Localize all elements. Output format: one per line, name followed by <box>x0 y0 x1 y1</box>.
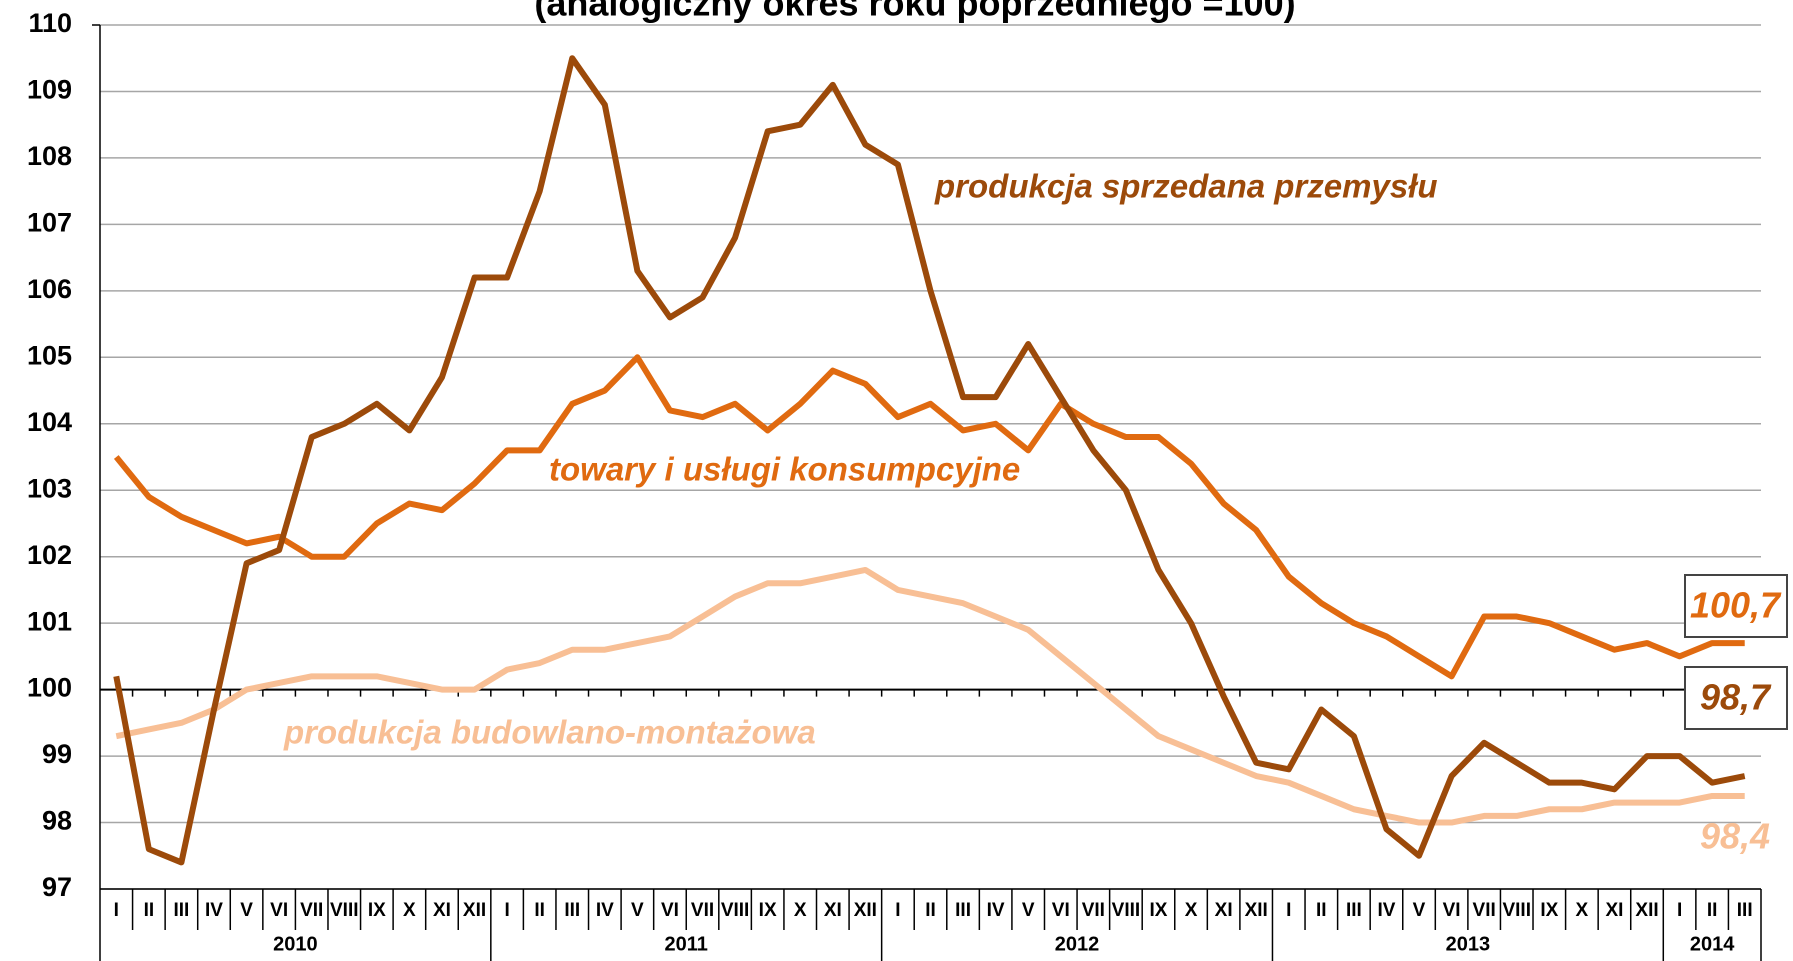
x-tick-label: XI <box>1605 900 1623 921</box>
x-tick-label: XII <box>1245 900 1268 921</box>
x-tick-label: VI <box>270 900 288 921</box>
end-label: 100,7 <box>1690 585 1782 626</box>
y-tick-label: 107 <box>27 208 72 238</box>
y-tick-label: 101 <box>27 606 72 636</box>
x-tick-label: XI <box>1215 900 1233 921</box>
y-tick-label: 97 <box>42 872 72 902</box>
x-tick-label: III <box>564 900 580 921</box>
series-label: produkcja sprzedana przemysłu <box>934 168 1438 205</box>
y-tick-label: 98 <box>42 806 72 836</box>
x-tick-label: IV <box>1377 900 1395 921</box>
x-tick-label: IV <box>596 900 614 921</box>
x-tick-label: VII <box>1473 900 1496 921</box>
x-tick-label: X <box>1185 900 1198 921</box>
y-tick-label: 103 <box>27 473 72 503</box>
x-tick-label: IV <box>205 900 223 921</box>
x-tick-label: VI <box>1443 900 1461 921</box>
x-tick-label: V <box>1413 900 1426 921</box>
x-tick-label: X <box>794 900 807 921</box>
y-tick-label: 104 <box>27 407 72 437</box>
x-tick-label: III <box>955 900 971 921</box>
x-tick-label: VII <box>691 900 714 921</box>
x-tick-label: II <box>144 900 155 921</box>
x-tick-label: V <box>240 900 253 921</box>
x-tick-label: VIII <box>330 900 359 921</box>
x-tick-label: VII <box>300 900 323 921</box>
x-tick-label: VIII <box>1502 900 1531 921</box>
y-tick-label: 100 <box>27 673 72 703</box>
series-line <box>113 55 1746 866</box>
x-tick-label: VII <box>1082 900 1105 921</box>
x-tick-label: II <box>534 900 545 921</box>
year-label: 2014 <box>1690 933 1735 955</box>
x-tick-label: VI <box>661 900 679 921</box>
x-tick-label: X <box>1576 900 1589 921</box>
x-tick-label: III <box>1346 900 1362 921</box>
x-tick-label: I <box>1677 900 1682 921</box>
year-label: 2011 <box>665 933 708 955</box>
x-tick-label: IX <box>759 900 777 921</box>
x-tick-label: V <box>1022 900 1035 921</box>
end-label: 98,7 <box>1700 677 1772 718</box>
x-tick-label: IV <box>987 900 1005 921</box>
y-tick-label: 105 <box>27 340 72 370</box>
x-tick-label: XI <box>433 900 451 921</box>
y-tick-label: 106 <box>27 274 72 304</box>
y-tick-label: 108 <box>27 141 72 171</box>
x-tick-label: I <box>504 900 509 921</box>
series-label: towary i usługi konsumpcyjne <box>549 451 1020 488</box>
x-tick-label: III <box>1737 900 1753 921</box>
series-line <box>113 354 1745 680</box>
x-tick-label: XI <box>824 900 842 921</box>
x-tick-label: XII <box>463 900 486 921</box>
year-label: 2010 <box>273 933 318 955</box>
end-label: 98,4 <box>1700 816 1770 857</box>
x-tick-label: II <box>1707 900 1718 921</box>
x-tick-label: IX <box>1150 900 1168 921</box>
y-tick-label: 110 <box>28 8 72 38</box>
y-tick-label: 109 <box>27 75 72 105</box>
x-tick-label: VI <box>1052 900 1070 921</box>
x-tick-label: XII <box>1635 900 1658 921</box>
x-tick-label: II <box>1316 900 1327 921</box>
x-tick-label: IX <box>368 900 386 921</box>
x-tick-label: V <box>631 900 644 921</box>
x-tick-label: VIII <box>721 900 750 921</box>
x-tick-label: I <box>114 900 119 921</box>
x-tick-label: VIII <box>1112 900 1141 921</box>
series-line <box>115 566 1745 826</box>
x-tick-label: I <box>1286 900 1291 921</box>
x-tick-label: II <box>925 900 936 921</box>
y-tick-label: 99 <box>42 739 72 769</box>
year-label: 2012 <box>1055 933 1100 955</box>
x-tick-label: IX <box>1540 900 1558 921</box>
year-label: 2013 <box>1446 933 1491 955</box>
x-tick-label: X <box>403 900 416 921</box>
end-label-box <box>1684 574 1788 638</box>
y-tick-label: 102 <box>27 540 72 570</box>
end-label-box <box>1684 666 1788 730</box>
chart-title: (analogiczny okres roku poprzedniego =10… <box>534 0 1295 24</box>
x-tick-label: I <box>895 900 900 921</box>
x-tick-label: III <box>173 900 189 921</box>
series-label: produkcja budowlano-montażowa <box>283 714 816 751</box>
x-tick-label: XII <box>854 900 877 921</box>
